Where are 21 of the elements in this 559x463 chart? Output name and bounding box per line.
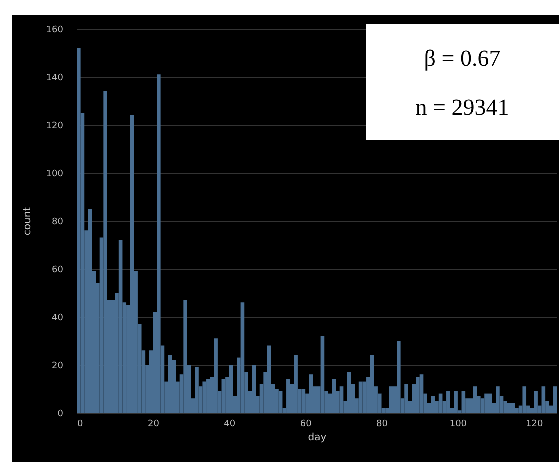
x-axis-title: day xyxy=(308,432,327,444)
y-tick-label: 120 xyxy=(46,122,64,132)
x-tick-label: 100 xyxy=(450,420,468,430)
x-tick-label: 0 xyxy=(78,420,84,430)
text-box: β = 0.67 n = 29341 xyxy=(366,24,559,140)
x-tick-label: 60 xyxy=(300,420,312,430)
x-tick-label: 20 xyxy=(148,420,160,430)
x-tick-label: 120 xyxy=(526,420,544,430)
annotation: n = 29341 xyxy=(414,94,510,122)
x-tick-label: 40 xyxy=(224,420,236,430)
y-tick-label: 100 xyxy=(46,170,64,180)
y-axis-title: count xyxy=(22,207,34,236)
y-tick-label: 140 xyxy=(46,74,64,84)
y-tick-label: 60 xyxy=(52,266,64,276)
annotation: β = 0.67 xyxy=(423,45,502,73)
y-tick-label: 80 xyxy=(52,218,64,228)
x-tick-label: 80 xyxy=(376,420,388,430)
y-tick-label: 0 xyxy=(58,410,64,420)
y-tick-label: 40 xyxy=(52,314,64,324)
y-tick-label: 20 xyxy=(52,362,64,372)
y-tick-label: 160 xyxy=(46,26,64,36)
